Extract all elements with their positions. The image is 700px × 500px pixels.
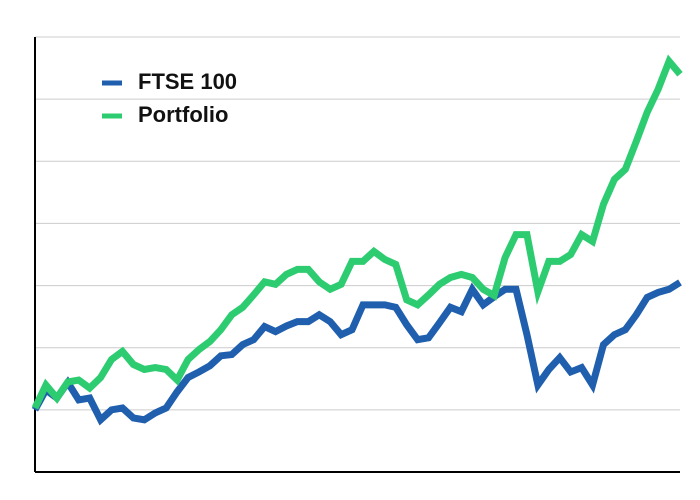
legend-label: Portfolio — [138, 102, 228, 127]
legend-label: FTSE 100 — [138, 69, 237, 94]
series-line — [31, 279, 682, 426]
series-line — [31, 54, 683, 410]
